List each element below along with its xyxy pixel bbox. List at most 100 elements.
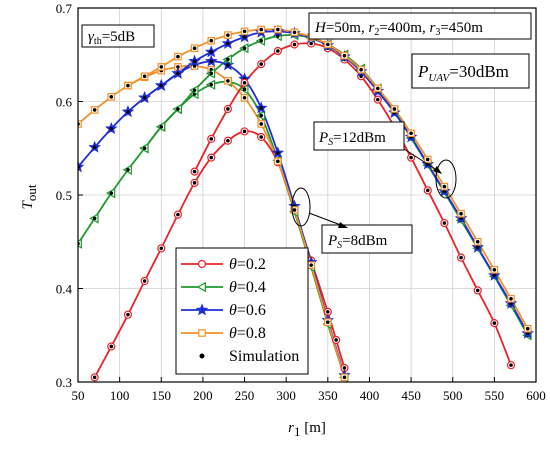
simulation-point bbox=[109, 191, 114, 195]
simulation-point bbox=[142, 146, 147, 151]
simulation-point bbox=[242, 95, 247, 100]
simulation-point bbox=[209, 50, 214, 54]
simulation-point bbox=[492, 321, 497, 325]
simulation-point bbox=[475, 288, 480, 293]
x-tick-label: 250 bbox=[235, 388, 255, 403]
annotation-ps12: PS=12dBm bbox=[313, 121, 405, 151]
simulation-point bbox=[259, 113, 264, 118]
legend-marker bbox=[197, 259, 207, 269]
simulation-point bbox=[192, 88, 197, 93]
simulation-point bbox=[126, 83, 130, 88]
x-tick-label: 350 bbox=[318, 388, 338, 403]
simulation-point bbox=[92, 145, 97, 150]
simulation-point bbox=[109, 95, 114, 99]
simulation-point bbox=[209, 155, 214, 160]
simulation-point bbox=[142, 279, 147, 283]
simulation-point bbox=[326, 310, 330, 314]
simulation-point bbox=[176, 107, 180, 111]
simulation-point bbox=[226, 57, 230, 62]
simulation-point bbox=[226, 33, 230, 37]
ps8-arrowhead bbox=[338, 222, 348, 228]
simulation-point bbox=[242, 81, 247, 85]
simulation-point bbox=[159, 124, 164, 129]
annotation-params: H=50m, r2=400m, r3=450m bbox=[308, 12, 532, 40]
simulation-point bbox=[359, 74, 363, 79]
simulation-point bbox=[425, 188, 430, 193]
ps12-arrow bbox=[403, 148, 441, 173]
simulation-point bbox=[326, 320, 330, 324]
y-tick-label: 0.3 bbox=[56, 375, 72, 390]
simulation-point bbox=[209, 82, 214, 87]
plot-frame bbox=[77, 7, 537, 383]
simulation-point bbox=[226, 41, 230, 46]
x-tick-label: 200 bbox=[193, 388, 213, 403]
simulation-point bbox=[509, 296, 513, 301]
y-tick-label: 0.6 bbox=[56, 95, 73, 110]
simulation-point bbox=[159, 65, 164, 69]
simulation-point bbox=[159, 83, 164, 88]
annotation-ps8: PS=8dBm bbox=[321, 224, 413, 254]
simulation-point bbox=[176, 212, 180, 217]
simulation-point bbox=[209, 137, 214, 141]
x-tick-label: 500 bbox=[443, 388, 463, 403]
simulation-point bbox=[276, 27, 280, 32]
simulation-point bbox=[192, 181, 197, 185]
svg-text:γth=5dB: γth=5dB bbox=[88, 29, 135, 47]
simulation-point bbox=[242, 87, 247, 92]
simulation-point bbox=[292, 42, 297, 47]
ps12-arrowhead bbox=[433, 166, 442, 174]
simulation-point bbox=[276, 159, 280, 164]
simulation-point bbox=[126, 167, 130, 172]
simulation-point bbox=[375, 86, 380, 91]
simulation-point bbox=[109, 126, 114, 131]
simulation-point bbox=[334, 338, 338, 342]
simulation-point bbox=[259, 38, 264, 43]
simulation-point bbox=[475, 239, 480, 244]
simulation-point bbox=[259, 62, 264, 66]
simulation-point bbox=[192, 64, 197, 68]
legend-label: θ=0.8 bbox=[229, 325, 266, 342]
simulation-point bbox=[242, 46, 247, 51]
simulation-point bbox=[209, 38, 214, 43]
x-tick-label: 450 bbox=[401, 388, 421, 403]
series-marker bbox=[78, 160, 85, 173]
simulation-point bbox=[326, 42, 330, 47]
y-tick-label: 0.7 bbox=[56, 1, 73, 16]
simulation-point bbox=[342, 53, 347, 58]
simulation-point bbox=[459, 211, 463, 216]
simulation-point bbox=[509, 363, 513, 367]
simulation-point bbox=[492, 273, 497, 278]
legend-marker bbox=[195, 303, 209, 316]
simulation-point bbox=[425, 157, 430, 162]
legend-label: θ=0.2 bbox=[229, 256, 266, 273]
simulation-point bbox=[92, 216, 97, 221]
x-tick-label: 50 bbox=[72, 388, 85, 403]
simulation-point bbox=[142, 74, 147, 79]
simulation-point bbox=[442, 184, 447, 189]
simulation-point bbox=[342, 366, 347, 370]
simulation-point bbox=[176, 54, 180, 59]
legend-label: θ=0.6 bbox=[229, 302, 266, 319]
legend-sim-marker bbox=[199, 353, 205, 359]
simulation-point bbox=[525, 326, 530, 331]
simulation-point bbox=[92, 375, 97, 380]
ps8-ellipse bbox=[291, 187, 311, 227]
x-axis-label: r1 [m] bbox=[288, 420, 326, 439]
simulation-point bbox=[176, 71, 180, 76]
simulation-point bbox=[276, 151, 280, 155]
simulation-point bbox=[292, 208, 297, 212]
series-markers bbox=[78, 24, 534, 382]
simulation-point bbox=[259, 135, 264, 139]
simulation-point bbox=[226, 107, 230, 111]
simulation-point bbox=[342, 375, 347, 380]
svg-text:H=50m, r2=400m, r3=450m: H=50m, r2=400m, r3=450m bbox=[314, 20, 483, 38]
simulation-point bbox=[309, 41, 313, 46]
x-tick-label: 300 bbox=[276, 388, 296, 403]
x-tick-label: 400 bbox=[360, 388, 380, 403]
simulation-point bbox=[159, 246, 164, 251]
simulation-point bbox=[109, 344, 114, 349]
svg-text:PS=8dBm: PS=8dBm bbox=[327, 233, 388, 251]
simulation-point bbox=[492, 268, 497, 272]
simulation-point bbox=[209, 71, 214, 76]
ps12-ellipse bbox=[435, 159, 457, 199]
